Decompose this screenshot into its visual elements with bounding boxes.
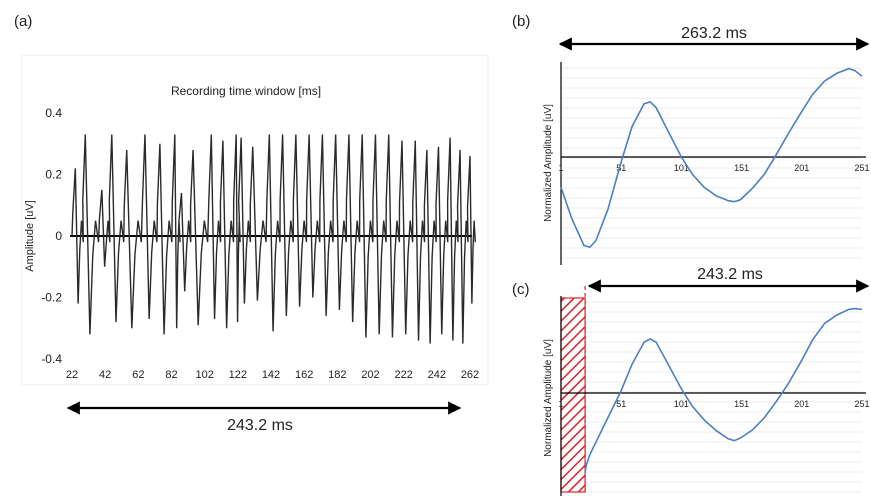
chart-a-ytick-label: 0.2 xyxy=(45,168,62,182)
chart-a-xtick-label: 62 xyxy=(132,369,144,381)
chart-c-xtick-label: 101 xyxy=(674,399,689,409)
chart-b-ylabel: Normalized Amplitude [uV] xyxy=(543,104,554,222)
chart-b-series-line xyxy=(560,67,863,249)
chart-a-ytick-label: 0 xyxy=(55,229,62,243)
chart-b-duration-label: 263.2 ms xyxy=(681,25,747,42)
chart-c-xtick-label: 51 xyxy=(616,399,626,409)
chart-c-duration-label: 243.2 ms xyxy=(697,266,763,283)
chart-a-ytick-label: -0.2 xyxy=(41,291,62,305)
chart-a-yticks: 0.4 0.2 0 -0.2 -0.4 xyxy=(41,106,62,366)
chart-c-xticks: 1 51 101 151 201 251 xyxy=(558,399,869,409)
chart-b-xtick-label: 251 xyxy=(854,163,869,173)
panel-a: (a) Recording time window [ms] Amplitude… xyxy=(14,13,489,434)
chart-a-xtick-label: 42 xyxy=(99,369,111,381)
chart-c-xtick-label: 1 xyxy=(558,399,563,409)
chart-a-ytick-label: -0.4 xyxy=(41,352,62,366)
chart-b-grid xyxy=(561,67,862,259)
chart-a-xtick-label: 122 xyxy=(229,369,247,381)
panel-c: (c) 243.2 ms 1 51 101 151 201 251 Normalized … xyxy=(512,266,870,496)
chart-c-ylabel: Normalized Amplitude [uV] xyxy=(543,339,554,457)
panel-b: (b) 263.2 ms 1 51 101 151 201 251 Normalized … xyxy=(512,13,870,265)
panel-a-label: (a) xyxy=(14,13,32,30)
chart-a-duration-label: 243.2 ms xyxy=(227,417,293,434)
chart-c-grid xyxy=(561,301,862,493)
chart-c-xtick-label: 151 xyxy=(734,399,749,409)
chart-b-xtick-label: 51 xyxy=(616,163,626,173)
chart-c-xtick-label: 251 xyxy=(854,399,869,409)
chart-a-ylabel: Amplitude [uV] xyxy=(24,200,36,272)
panel-b-label: (b) xyxy=(512,13,530,30)
chart-a-xtick-label: 22 xyxy=(66,369,78,381)
chart-c-series-line xyxy=(584,307,863,473)
chart-b-xtick-label: 1 xyxy=(558,163,563,173)
chart-a-xtick-label: 82 xyxy=(165,369,177,381)
panel-c-label: (c) xyxy=(512,281,530,298)
chart-a-xtick-label: 182 xyxy=(328,369,346,381)
chart-a-xtick-label: 202 xyxy=(361,369,379,381)
chart-b-xtick-label: 201 xyxy=(794,163,809,173)
chart-b-xticks: 1 51 101 151 201 251 xyxy=(558,163,869,173)
chart-a-ytick-label: 0.4 xyxy=(45,106,62,120)
chart-c-excluded-region xyxy=(560,297,586,493)
chart-a-xtick-label: 262 xyxy=(461,369,479,381)
chart-a-xtick-label: 242 xyxy=(428,369,446,381)
chart-a-xtick-label: 142 xyxy=(262,369,280,381)
chart-a-xtick-label: 222 xyxy=(394,369,412,381)
chart-b-xtick-label: 151 xyxy=(734,163,749,173)
chart-a-title: Recording time window [ms] xyxy=(171,84,321,98)
chart-a-xtick-label: 102 xyxy=(195,369,213,381)
chart-a-xticks: 22 42 62 82 102 122 142 162 182 202 222 242 262 xyxy=(66,369,479,381)
chart-b-xtick-label: 101 xyxy=(674,163,689,173)
chart-c-xtick-label: 201 xyxy=(794,399,809,409)
chart-a-series-line xyxy=(71,134,477,344)
chart-a-xtick-label: 162 xyxy=(295,369,313,381)
